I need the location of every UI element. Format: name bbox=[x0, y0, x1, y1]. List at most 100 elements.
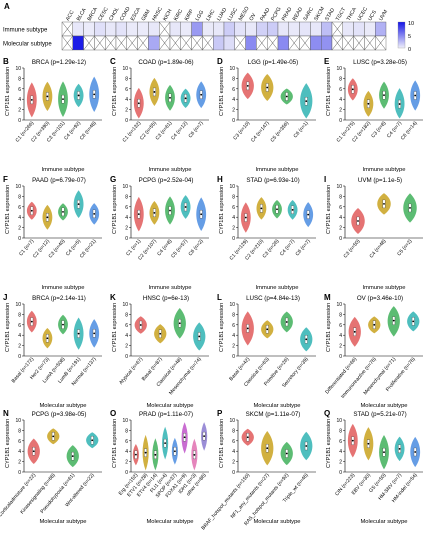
heatmap-cell bbox=[148, 21, 160, 37]
y-tick-label: 8 bbox=[232, 428, 235, 434]
y-tick-label: 2 bbox=[232, 108, 235, 114]
heatmap-cross bbox=[180, 35, 192, 51]
y-tick-label: 10 bbox=[15, 66, 21, 72]
median-point bbox=[62, 210, 64, 213]
group-label: C3 (n=50) bbox=[343, 238, 362, 259]
y-tick-label: 10 bbox=[229, 66, 235, 72]
heatmap-cell bbox=[137, 21, 149, 37]
y-tick-label: 6 bbox=[125, 87, 128, 93]
median-point bbox=[46, 216, 49, 219]
median-point bbox=[153, 91, 156, 93]
y-tick-label: 8 bbox=[18, 194, 21, 200]
panel-title: STAD (p=5.21e-07) bbox=[353, 411, 406, 418]
median-point bbox=[200, 213, 203, 216]
violin-panel: D LGG (p=1.49e-05) CYP1B1 expression 0 2 4 6 8 1… bbox=[217, 57, 316, 173]
violin-panel: I UVM (p=1.1e-5) CYP1B1 expression 0 2 4 6 8 10 C… bbox=[324, 175, 423, 291]
median-point bbox=[184, 97, 187, 100]
colorbar-tick-label: 10 bbox=[408, 21, 414, 27]
panel-title: PAAD (p=6.79e-07) bbox=[32, 177, 86, 184]
y-tick-label: 10 bbox=[15, 418, 21, 424]
median-point bbox=[173, 450, 176, 453]
median-point bbox=[169, 96, 171, 99]
heatmap-cross bbox=[159, 35, 171, 51]
heatmap-cell bbox=[148, 35, 160, 51]
y-tick-label: 2 bbox=[339, 226, 342, 232]
median-point bbox=[137, 213, 140, 216]
x-axis-label: Molecular subtype bbox=[39, 403, 86, 409]
median-point bbox=[398, 103, 401, 105]
y-tick-label: 6 bbox=[18, 205, 21, 211]
panel-letter: H bbox=[217, 175, 223, 184]
median-point bbox=[93, 332, 96, 335]
heatmap-cell bbox=[364, 21, 376, 37]
violin-panel: O PRAD (p=1.11e-07) CYP1B1 expression 0 2 4 6 8… bbox=[110, 409, 209, 525]
group-label: C6 (n=21) bbox=[79, 238, 98, 259]
panel-title: COAD (p=1.89e-06) bbox=[138, 59, 193, 66]
median-point bbox=[305, 445, 308, 447]
y-tick-label: 2 bbox=[232, 226, 235, 232]
y-tick-label: 10 bbox=[122, 418, 128, 424]
group-label: C4 (n=147) bbox=[250, 120, 271, 143]
panel-letter: E bbox=[324, 57, 330, 66]
y-tick-label: 2 bbox=[18, 108, 21, 114]
violin-panel: J BRCA (p=2.14e-11) CYP1B1 expression 0 2 4 6 8… bbox=[3, 293, 102, 409]
group-label: C4 (n=48) bbox=[369, 238, 388, 259]
median-point bbox=[266, 328, 269, 331]
heatmap-cross bbox=[342, 35, 354, 51]
heatmap-cell bbox=[72, 21, 84, 37]
y-tick-label: 2 bbox=[339, 108, 342, 114]
heatmap-cross bbox=[288, 35, 300, 51]
heatmap-cell bbox=[104, 21, 117, 37]
heatmap-cell bbox=[310, 35, 322, 51]
heatmap-column-label: KIRC bbox=[173, 8, 185, 22]
panel-title: BRCA (p=2.14e-11) bbox=[32, 295, 86, 302]
y-tick-label: 6 bbox=[339, 205, 342, 211]
median-point bbox=[305, 338, 308, 341]
median-point bbox=[414, 451, 417, 453]
median-point bbox=[285, 95, 288, 98]
panel-letter: M bbox=[324, 293, 331, 302]
median-point bbox=[93, 212, 96, 215]
y-tick-label: 4 bbox=[232, 333, 235, 339]
violin-panel: F PAAD (p=6.79e-07) CYP1B1 expression 0 2 4 6 8… bbox=[3, 175, 102, 291]
panel-letter: G bbox=[110, 175, 116, 184]
heatmap-cross bbox=[364, 35, 376, 51]
median-point bbox=[373, 323, 376, 326]
median-point bbox=[412, 320, 415, 323]
heatmap-cell bbox=[234, 21, 246, 37]
median-point bbox=[383, 94, 385, 97]
median-point bbox=[62, 323, 64, 326]
y-tick-label: 0 bbox=[339, 236, 342, 242]
y-tick-label: 0 bbox=[339, 354, 342, 360]
heatmap-cell bbox=[191, 21, 203, 37]
heatmap-cross bbox=[267, 35, 279, 51]
median-point bbox=[153, 211, 156, 214]
heatmap-cell bbox=[180, 21, 192, 37]
median-point bbox=[46, 95, 49, 98]
group-label: C6 (n=2) bbox=[188, 238, 205, 257]
y-tick-label: 10 bbox=[336, 302, 342, 308]
colorbar-tick-label: 5 bbox=[408, 34, 411, 40]
y-axis-label: CYP1B1 expression bbox=[5, 303, 11, 352]
heatmap-cross bbox=[169, 35, 181, 51]
y-tick-label: 10 bbox=[229, 302, 235, 308]
y-tick-label: 10 bbox=[336, 66, 342, 72]
heatmap-cross bbox=[137, 35, 149, 51]
panel-title: OV (p=3.46e-10) bbox=[357, 295, 403, 302]
y-tick-label: 8 bbox=[125, 76, 128, 82]
y-tick-label: 2 bbox=[125, 108, 128, 114]
median-point bbox=[32, 450, 35, 453]
y-tick-label: 4 bbox=[18, 97, 21, 103]
median-point bbox=[398, 447, 401, 450]
median-point bbox=[266, 447, 269, 450]
heatmap-cell bbox=[375, 21, 387, 37]
x-axis-label: Immune subtype bbox=[256, 285, 299, 291]
group-label: Differentiated (n=66) bbox=[324, 356, 358, 395]
y-tick-label: 0 bbox=[125, 118, 128, 124]
y-tick-label: 0 bbox=[232, 118, 235, 124]
y-tick-label: 8 bbox=[232, 194, 235, 200]
panel-letter: A bbox=[4, 2, 10, 11]
median-point bbox=[353, 330, 356, 333]
x-axis-label: Molecular subtype bbox=[253, 403, 300, 409]
